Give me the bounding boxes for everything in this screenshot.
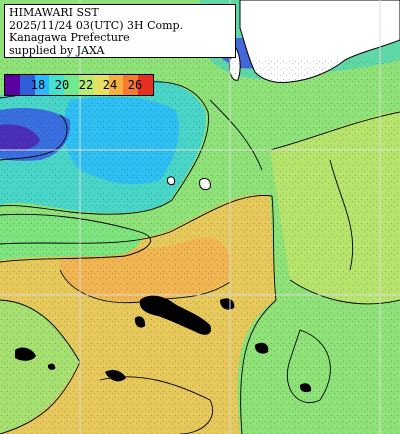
cloud-patches — [15, 295, 312, 393]
legend-color-step — [78, 75, 94, 95]
legend-color-step — [138, 75, 153, 95]
legend-tick-26: 26 — [127, 78, 143, 92]
title-box: HIMAWARI SST 2025/11/24 03(UTC) 3H Comp.… — [4, 4, 236, 58]
title-line-2: 2025/11/24 03(UTC) 3H Comp. — [9, 18, 184, 32]
legend-color-step — [93, 75, 109, 95]
legend-color-step — [49, 75, 65, 95]
legend-tick-18: 18 — [30, 78, 46, 92]
title-line-3: Kanagawa Prefecture — [9, 31, 130, 44]
noise-overlay — [0, 60, 400, 434]
legend-tick-24: 24 — [102, 78, 118, 92]
temperature-legend: 18 20 22 24 26 — [4, 74, 154, 96]
legend-color-step — [19, 75, 35, 95]
legend-color-step — [123, 75, 139, 95]
legend-tick-20: 20 — [54, 78, 70, 92]
title-line-1: HIMAWARI SST — [9, 6, 99, 19]
legend-color-step — [34, 75, 50, 95]
title-line-4: supplied by JAXA — [9, 43, 105, 57]
legend-color-step — [5, 75, 20, 95]
legend-color-step — [64, 75, 79, 95]
legend-color-bar — [5, 75, 153, 95]
legend-color-step — [108, 75, 124, 95]
legend-tick-22: 22 — [78, 78, 94, 92]
